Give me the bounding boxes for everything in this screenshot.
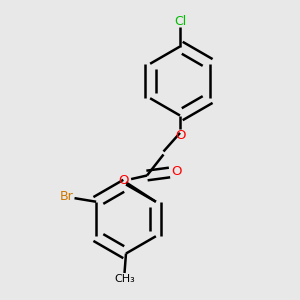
Text: CH₃: CH₃ bbox=[114, 274, 135, 284]
Text: Cl: Cl bbox=[174, 15, 186, 28]
Text: O: O bbox=[171, 165, 181, 178]
Text: O: O bbox=[175, 129, 185, 142]
Text: Br: Br bbox=[60, 190, 74, 203]
Text: O: O bbox=[118, 174, 129, 188]
